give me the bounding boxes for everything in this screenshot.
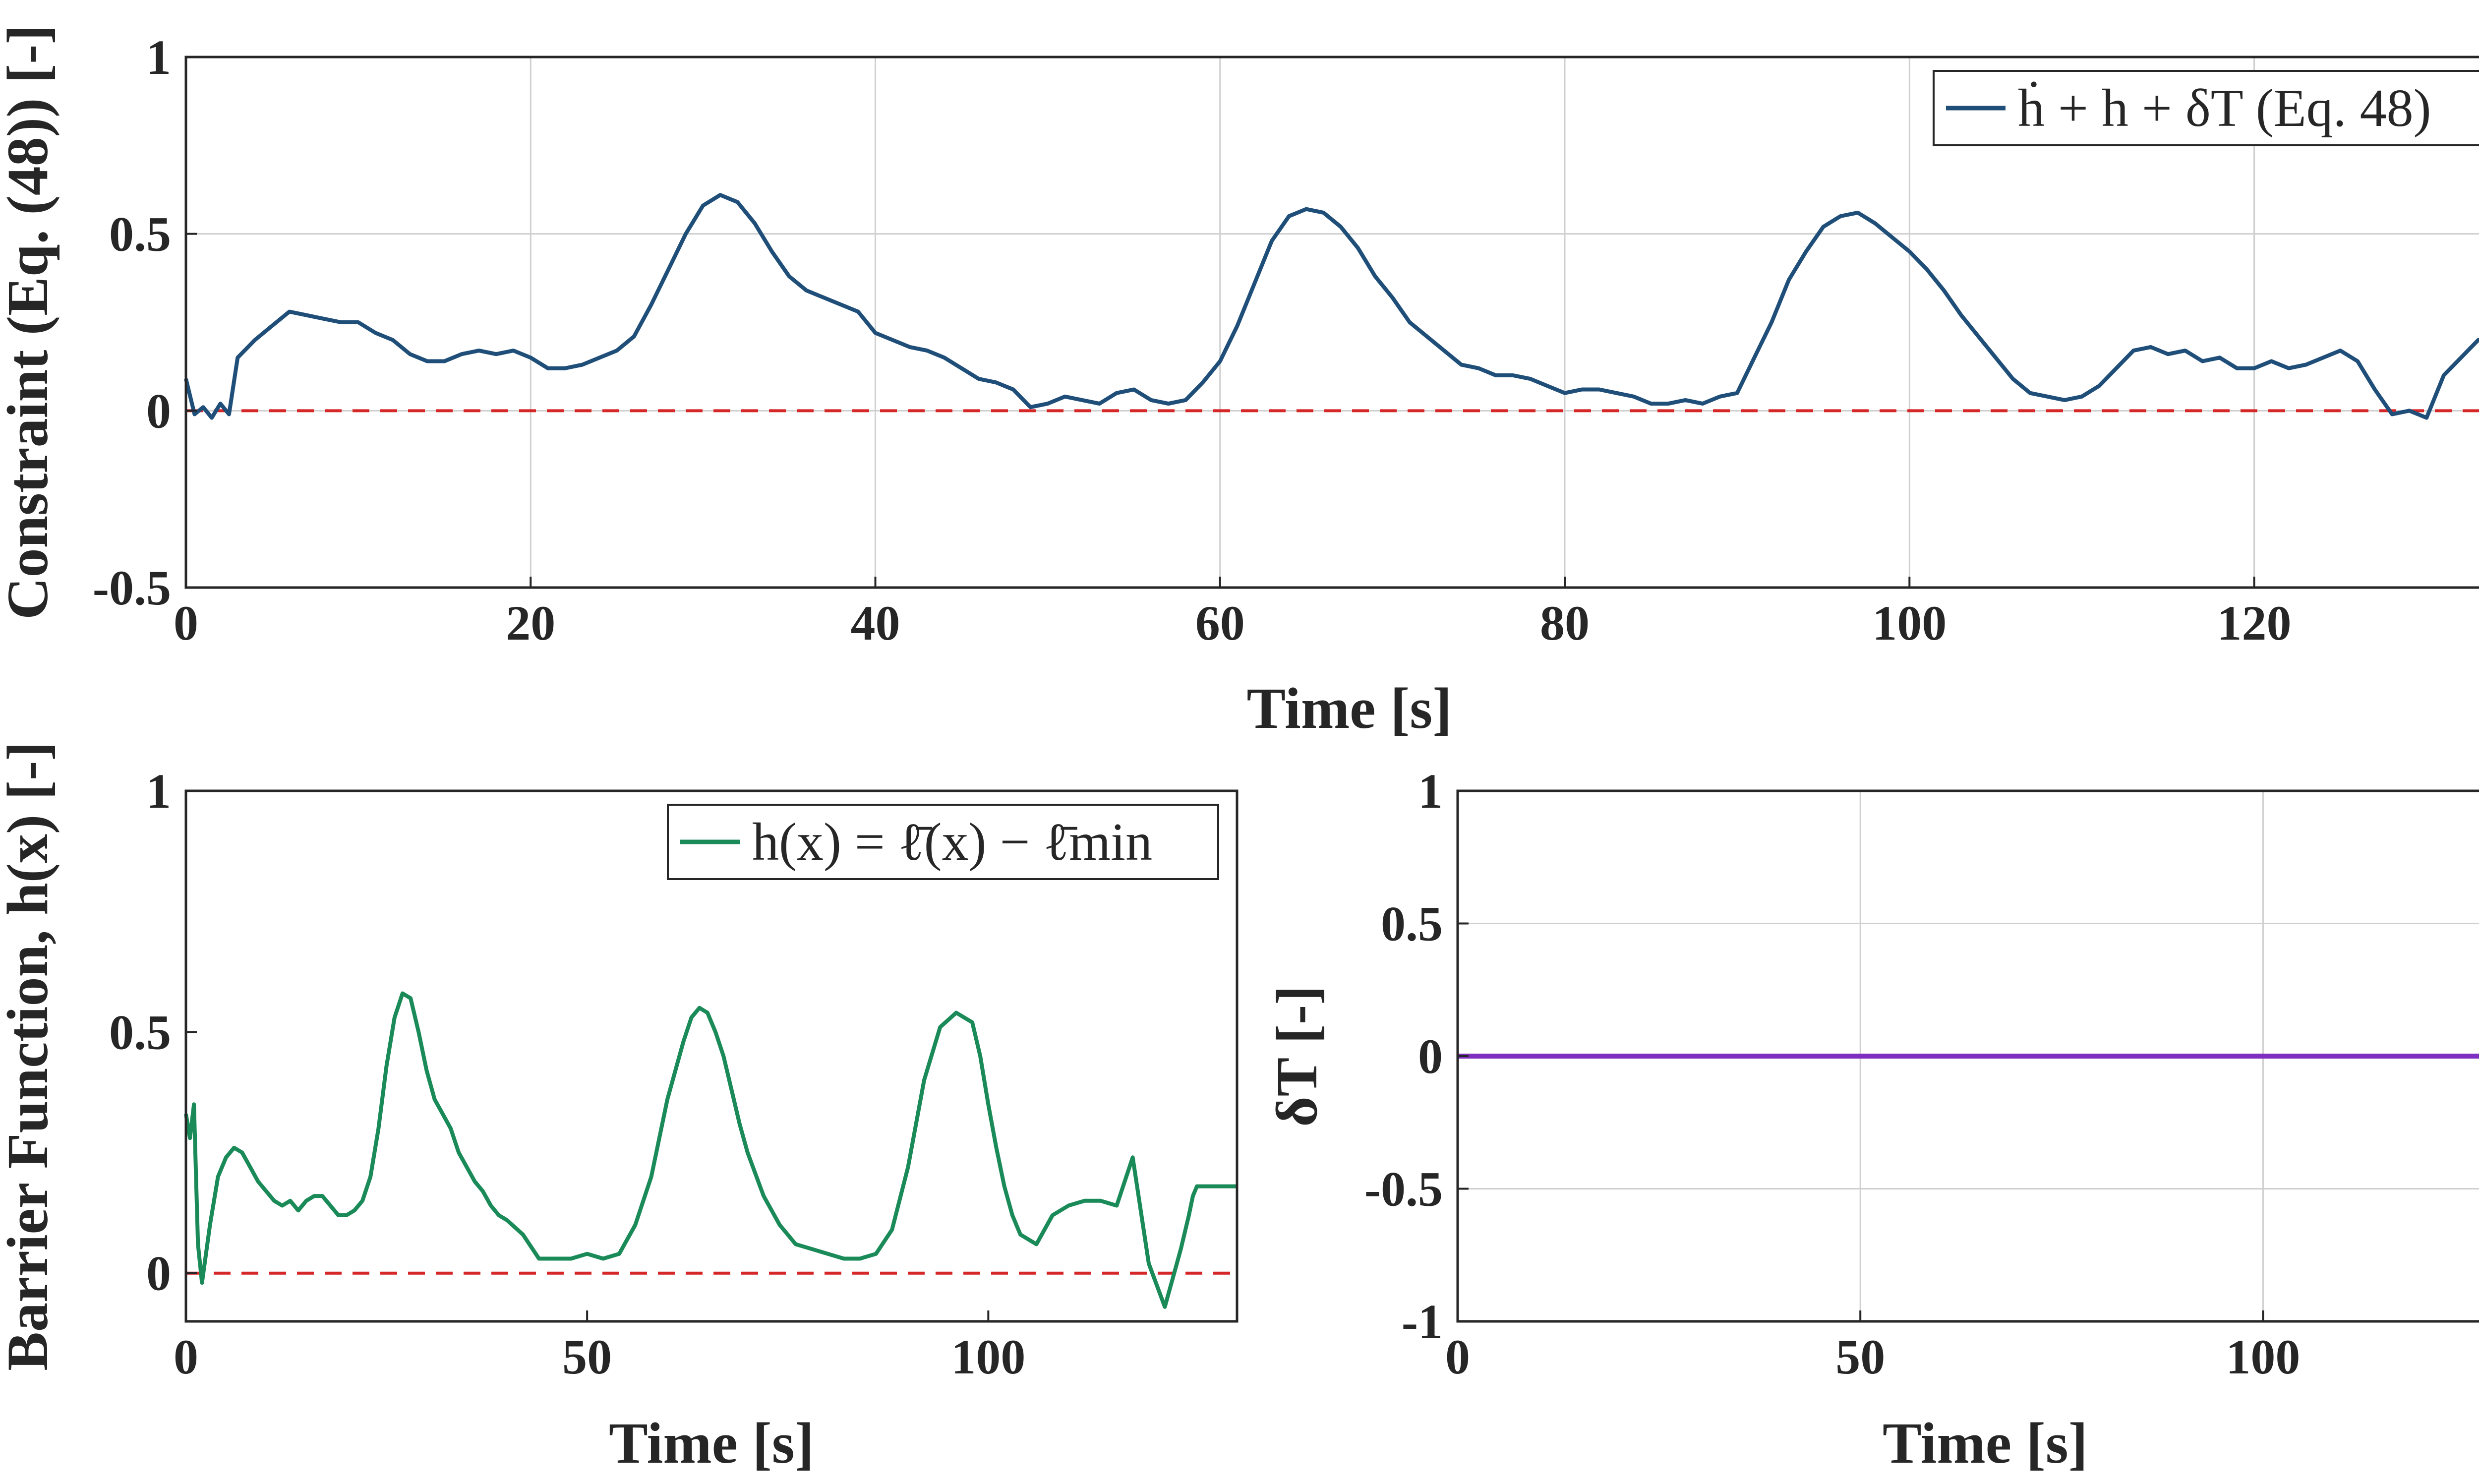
y-tick-label: -0.5 xyxy=(93,560,171,615)
x-axis-label: Time [s] xyxy=(609,1411,814,1476)
x-tick-label: 0 xyxy=(1445,1329,1470,1384)
legend: ḣ + h + δT (Eq. 48) xyxy=(1933,70,2479,146)
legend-label: h(x) = ℓ̄(x) − ℓ̄min xyxy=(752,813,1152,872)
y-tick-label: -1 xyxy=(1402,1294,1443,1349)
y-tick-label: 0 xyxy=(146,1246,171,1301)
y-tick-label: 0.5 xyxy=(1381,896,1443,951)
plot-frame xyxy=(184,56,2479,589)
legend-box xyxy=(1933,70,2479,146)
y-tick-label: 1 xyxy=(146,764,171,819)
x-tick-label: 100 xyxy=(1872,595,1947,651)
y-tick-label: 0.5 xyxy=(109,207,171,262)
plot-frame xyxy=(184,789,1239,1323)
series-line-1 xyxy=(184,991,1237,1309)
legend-label: ḣ + h + δT (Eq. 48) xyxy=(2018,79,2431,138)
legend-box xyxy=(667,804,1219,880)
y-tick-label: 0 xyxy=(1418,1029,1443,1084)
x-tick-label: 0 xyxy=(174,595,198,651)
x-axis-label: Time [s] xyxy=(1883,1411,2088,1476)
y-tick-label: 1 xyxy=(1418,764,1443,819)
legend: h(x) = ℓ̄(x) − ℓ̄min xyxy=(667,804,1219,880)
x-axis-label: Time [s] xyxy=(1246,676,1452,741)
y-axis-label: Constraint (Eq. (48)) [-] xyxy=(0,25,60,620)
x-tick-label: 50 xyxy=(562,1329,612,1384)
y-tick-label: -0.5 xyxy=(1364,1162,1443,1217)
series-line-1 xyxy=(184,193,2479,420)
x-tick-label: 120 xyxy=(2217,595,2292,651)
x-tick-label: 80 xyxy=(1540,595,1590,651)
x-tick-label: 20 xyxy=(506,595,555,651)
y-axis-label: δT [-] xyxy=(1264,985,1329,1127)
y-tick-label: 0.5 xyxy=(109,1005,171,1060)
panel-3: 0 50 100 -1 -0.5 0 0.5 1 Time [s] δT [-] xyxy=(1264,764,2479,1476)
x-tick-label: 0 xyxy=(174,1329,198,1384)
x-tick-label: 100 xyxy=(2226,1329,2300,1384)
y-tick-label: 0 xyxy=(146,383,171,438)
x-tick-label: 40 xyxy=(851,595,900,651)
y-tick-label: 1 xyxy=(146,30,171,85)
y-axis-label: Barrier Function, h(x) [-] xyxy=(0,741,60,1370)
x-tick-label: 60 xyxy=(1195,595,1245,651)
x-tick-label: 100 xyxy=(951,1329,1025,1384)
x-tick-label: 50 xyxy=(1835,1329,1885,1384)
panel-2: 0 50 100 0 0.5 1 Time [s] Barrier Function, h(x… xyxy=(0,741,1239,1476)
